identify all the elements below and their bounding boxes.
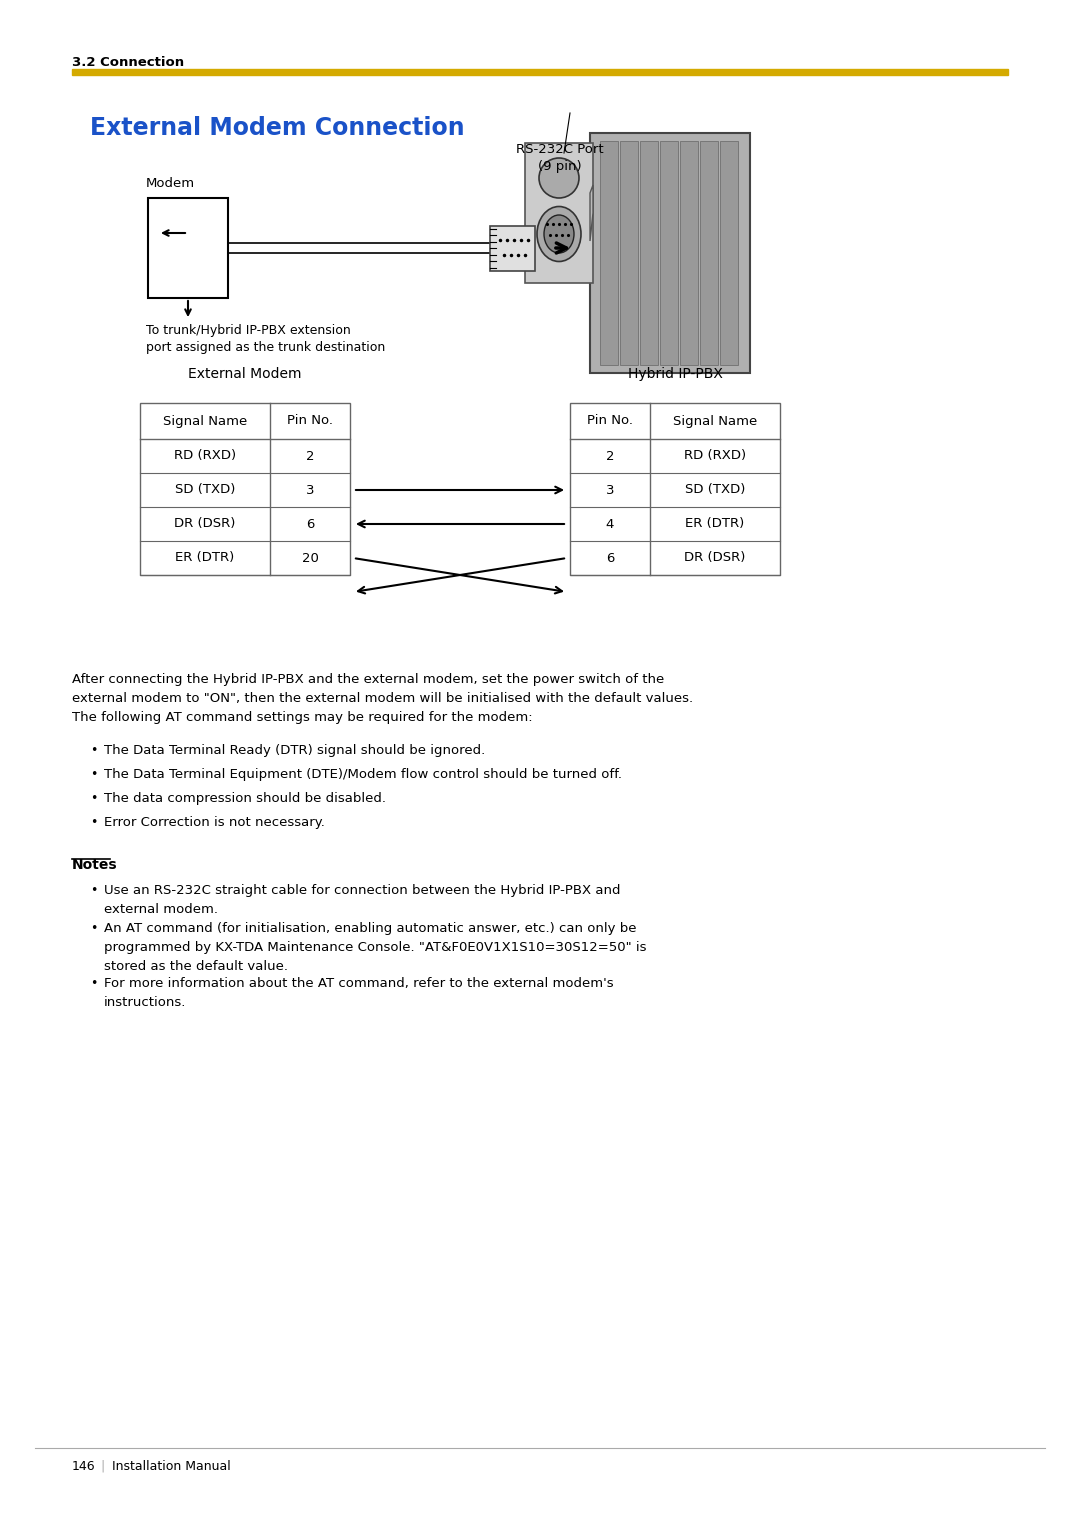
Text: 4: 4: [606, 518, 615, 530]
Ellipse shape: [544, 215, 573, 254]
Ellipse shape: [537, 206, 581, 261]
Text: To trunk/Hybrid IP-PBX extension
port assigned as the trunk destination: To trunk/Hybrid IP-PBX extension port as…: [146, 324, 386, 354]
Text: 2: 2: [306, 449, 314, 463]
Polygon shape: [590, 185, 593, 241]
Bar: [680, 141, 698, 365]
Text: 3: 3: [306, 483, 314, 497]
Text: 3: 3: [606, 483, 615, 497]
Bar: [525, 144, 593, 283]
Bar: [140, 403, 350, 575]
Text: Signal Name: Signal Name: [163, 414, 247, 428]
Text: DR (DSR): DR (DSR): [685, 552, 745, 564]
Text: •: •: [91, 792, 97, 805]
Bar: [720, 141, 738, 365]
Text: •: •: [91, 769, 97, 781]
Text: 6: 6: [606, 552, 615, 564]
Text: RD (RXD): RD (RXD): [684, 449, 746, 463]
Bar: [72, 69, 1008, 75]
Text: The following AT command settings may be required for the modem:: The following AT command settings may be…: [72, 711, 532, 724]
Text: An AT command (for initialisation, enabling automatic answer, etc.) can only be: An AT command (for initialisation, enabl…: [104, 921, 636, 935]
Text: programmed by KX-TDA Maintenance Console. "AT&F0E0V1X1S10=30S12=50" is: programmed by KX-TDA Maintenance Console…: [104, 941, 647, 953]
Bar: [700, 141, 718, 365]
Text: Notes: Notes: [72, 859, 118, 872]
Text: stored as the default value.: stored as the default value.: [104, 960, 288, 973]
Text: ER (DTR): ER (DTR): [175, 552, 234, 564]
Text: •: •: [91, 816, 97, 830]
Text: •: •: [91, 744, 97, 756]
Text: Hybrid IP-PBX: Hybrid IP-PBX: [627, 367, 723, 380]
Text: 6: 6: [306, 518, 314, 530]
Text: Installation Manual: Installation Manual: [112, 1459, 231, 1473]
Bar: [660, 141, 678, 365]
Text: •: •: [91, 976, 97, 990]
Text: •: •: [91, 921, 97, 935]
Text: Signal Name: Signal Name: [673, 414, 757, 428]
Bar: [620, 141, 638, 365]
Text: Pin No.: Pin No.: [588, 414, 633, 428]
Text: DR (DSR): DR (DSR): [174, 518, 235, 530]
Bar: [490, 226, 535, 270]
Text: The Data Terminal Equipment (DTE)/Modem flow control should be turned off.: The Data Terminal Equipment (DTE)/Modem …: [104, 769, 622, 781]
Text: External Modem Connection: External Modem Connection: [90, 116, 464, 141]
Text: Error Correction is not necessary.: Error Correction is not necessary.: [104, 816, 325, 830]
Text: The Data Terminal Ready (DTR) signal should be ignored.: The Data Terminal Ready (DTR) signal sho…: [104, 744, 485, 756]
Text: external modem to "ON", then the external modem will be initialised with the def: external modem to "ON", then the externa…: [72, 692, 693, 704]
Text: Modem: Modem: [146, 177, 195, 189]
Text: 2: 2: [606, 449, 615, 463]
Text: external modem.: external modem.: [104, 903, 218, 915]
Text: After connecting the Hybrid IP-PBX and the external modem, set the power switch : After connecting the Hybrid IP-PBX and t…: [72, 672, 664, 686]
Bar: [640, 141, 658, 365]
Text: ER (DTR): ER (DTR): [686, 518, 744, 530]
Text: External Modem: External Modem: [188, 367, 301, 380]
Text: 3.2 Connection: 3.2 Connection: [72, 57, 184, 69]
Bar: [148, 199, 228, 298]
Text: The data compression should be disabled.: The data compression should be disabled.: [104, 792, 386, 805]
Text: 146: 146: [72, 1459, 96, 1473]
Text: Use an RS-232C straight cable for connection between the Hybrid IP-PBX and: Use an RS-232C straight cable for connec…: [104, 885, 621, 897]
Text: SD (TXD): SD (TXD): [685, 483, 745, 497]
Bar: [590, 133, 750, 373]
Text: Pin No.: Pin No.: [287, 414, 333, 428]
Text: RS-232C Port
(9 pin): RS-232C Port (9 pin): [516, 144, 604, 173]
Ellipse shape: [539, 157, 579, 199]
Bar: [600, 141, 618, 365]
Text: instructions.: instructions.: [104, 996, 187, 1008]
Bar: [570, 403, 780, 575]
Text: SD (TXD): SD (TXD): [175, 483, 235, 497]
Text: For more information about the AT command, refer to the external modem's: For more information about the AT comman…: [104, 976, 613, 990]
Text: RD (RXD): RD (RXD): [174, 449, 237, 463]
Text: •: •: [91, 885, 97, 897]
Text: |: |: [100, 1459, 105, 1473]
Text: 20: 20: [301, 552, 319, 564]
